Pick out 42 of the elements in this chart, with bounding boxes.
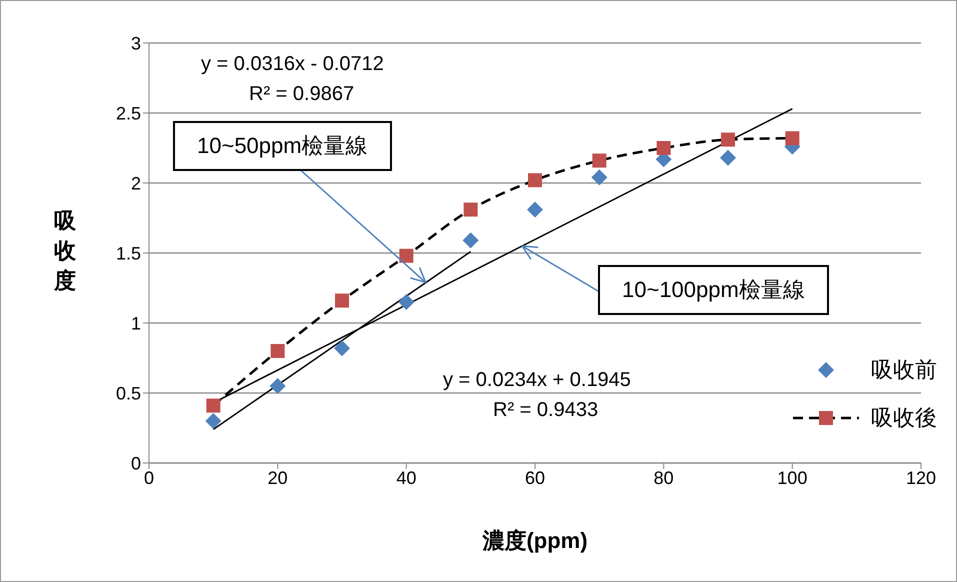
point xyxy=(399,248,414,263)
annotation: y = 0.0234x + 0.1945 xyxy=(443,369,631,392)
annotation: R² = 0.9433 xyxy=(493,399,598,422)
x-tick-label: 100 xyxy=(777,468,808,488)
legend-label: 吸收後 xyxy=(871,404,937,432)
y-tick-label: 3 xyxy=(130,33,141,54)
point xyxy=(527,202,543,218)
point xyxy=(205,413,222,429)
x-tick-label: 40 xyxy=(396,468,416,488)
point xyxy=(398,294,414,310)
y-tick-label: 2.5 xyxy=(116,103,141,124)
y-tick-label: 1.5 xyxy=(116,243,141,264)
point xyxy=(591,169,608,186)
y-tick-label: 0 xyxy=(130,453,141,474)
point xyxy=(721,132,735,147)
point xyxy=(335,294,349,308)
annotation: 10~100ppm檢量線 xyxy=(598,265,829,315)
point xyxy=(528,173,542,188)
point xyxy=(270,344,285,358)
point xyxy=(206,398,220,413)
x-tick-label: 120 xyxy=(906,468,936,488)
legend-label: 吸收前 xyxy=(871,356,937,384)
y-axis-title: 吸收度 xyxy=(53,207,77,295)
point xyxy=(592,154,606,168)
y-tick-label: 1 xyxy=(130,313,141,334)
point xyxy=(656,141,671,155)
point xyxy=(270,378,286,394)
x-tick-label: 80 xyxy=(654,468,674,488)
point xyxy=(464,202,478,217)
x-tick-label: 60 xyxy=(524,468,546,488)
point xyxy=(462,232,479,248)
annotation: R² = 0.9867 xyxy=(249,83,354,106)
point xyxy=(334,340,350,356)
y-tick-label: 0.5 xyxy=(116,383,141,404)
x-tick-label: 20 xyxy=(268,468,288,488)
point xyxy=(785,131,800,146)
x-tick-label: 0 xyxy=(144,468,154,488)
point xyxy=(720,150,736,166)
annotation: 10~50ppm檢量線 xyxy=(173,121,392,171)
y-tick-label: 2 xyxy=(130,173,141,194)
x-axis-title: 濃度(ppm) xyxy=(481,527,589,555)
annotation: y = 0.0316x - 0.0712 xyxy=(201,53,384,76)
